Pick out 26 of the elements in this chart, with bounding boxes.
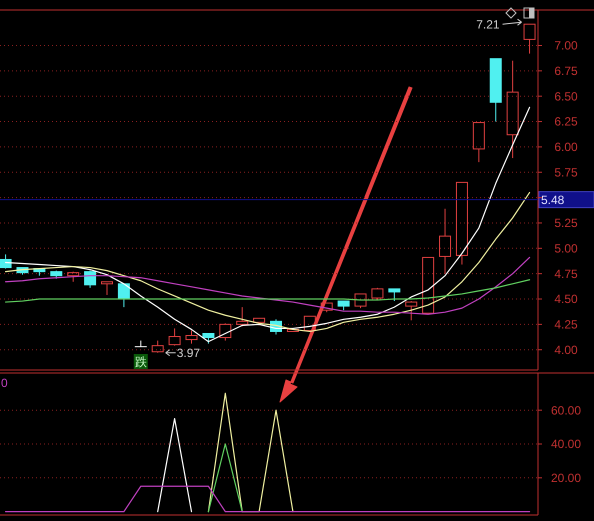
y-tick-label: 6.50 xyxy=(554,89,578,104)
y-tick-label: 4.00 xyxy=(554,342,578,357)
y-tick-label: 5.00 xyxy=(554,242,578,256)
y-tick-label: 5.25 xyxy=(554,216,578,230)
y-tick-label: 4.50 xyxy=(554,292,578,306)
y-tick-label: 6.00 xyxy=(554,140,578,154)
annotation: 0 xyxy=(1,376,8,390)
y-tick-label: 4.75 xyxy=(554,266,578,281)
y-tick-label: 7.00 xyxy=(554,38,578,53)
line-series xyxy=(4,279,530,303)
annotation: 7.21 xyxy=(476,17,500,32)
y-tick-label: 20.00 xyxy=(550,471,582,486)
annotation: 跌 xyxy=(134,355,147,369)
candlestick xyxy=(439,208,452,274)
ref-line-label: 5.48 xyxy=(541,192,565,207)
y-tick-label: 6.75 xyxy=(554,64,578,78)
y-tick-label: 60.00 xyxy=(550,403,582,418)
annotation: 3.97 xyxy=(176,346,200,360)
y-tick-label: 5.75 xyxy=(554,165,578,180)
y-tick-label: 40.00 xyxy=(550,437,582,452)
y-tick-label: 4.25 xyxy=(554,318,578,332)
y-tick-label: 6.25 xyxy=(554,114,578,129)
candlestick xyxy=(506,60,519,159)
line-series xyxy=(4,192,530,332)
line-series xyxy=(4,256,530,315)
candlestick xyxy=(152,340,164,354)
